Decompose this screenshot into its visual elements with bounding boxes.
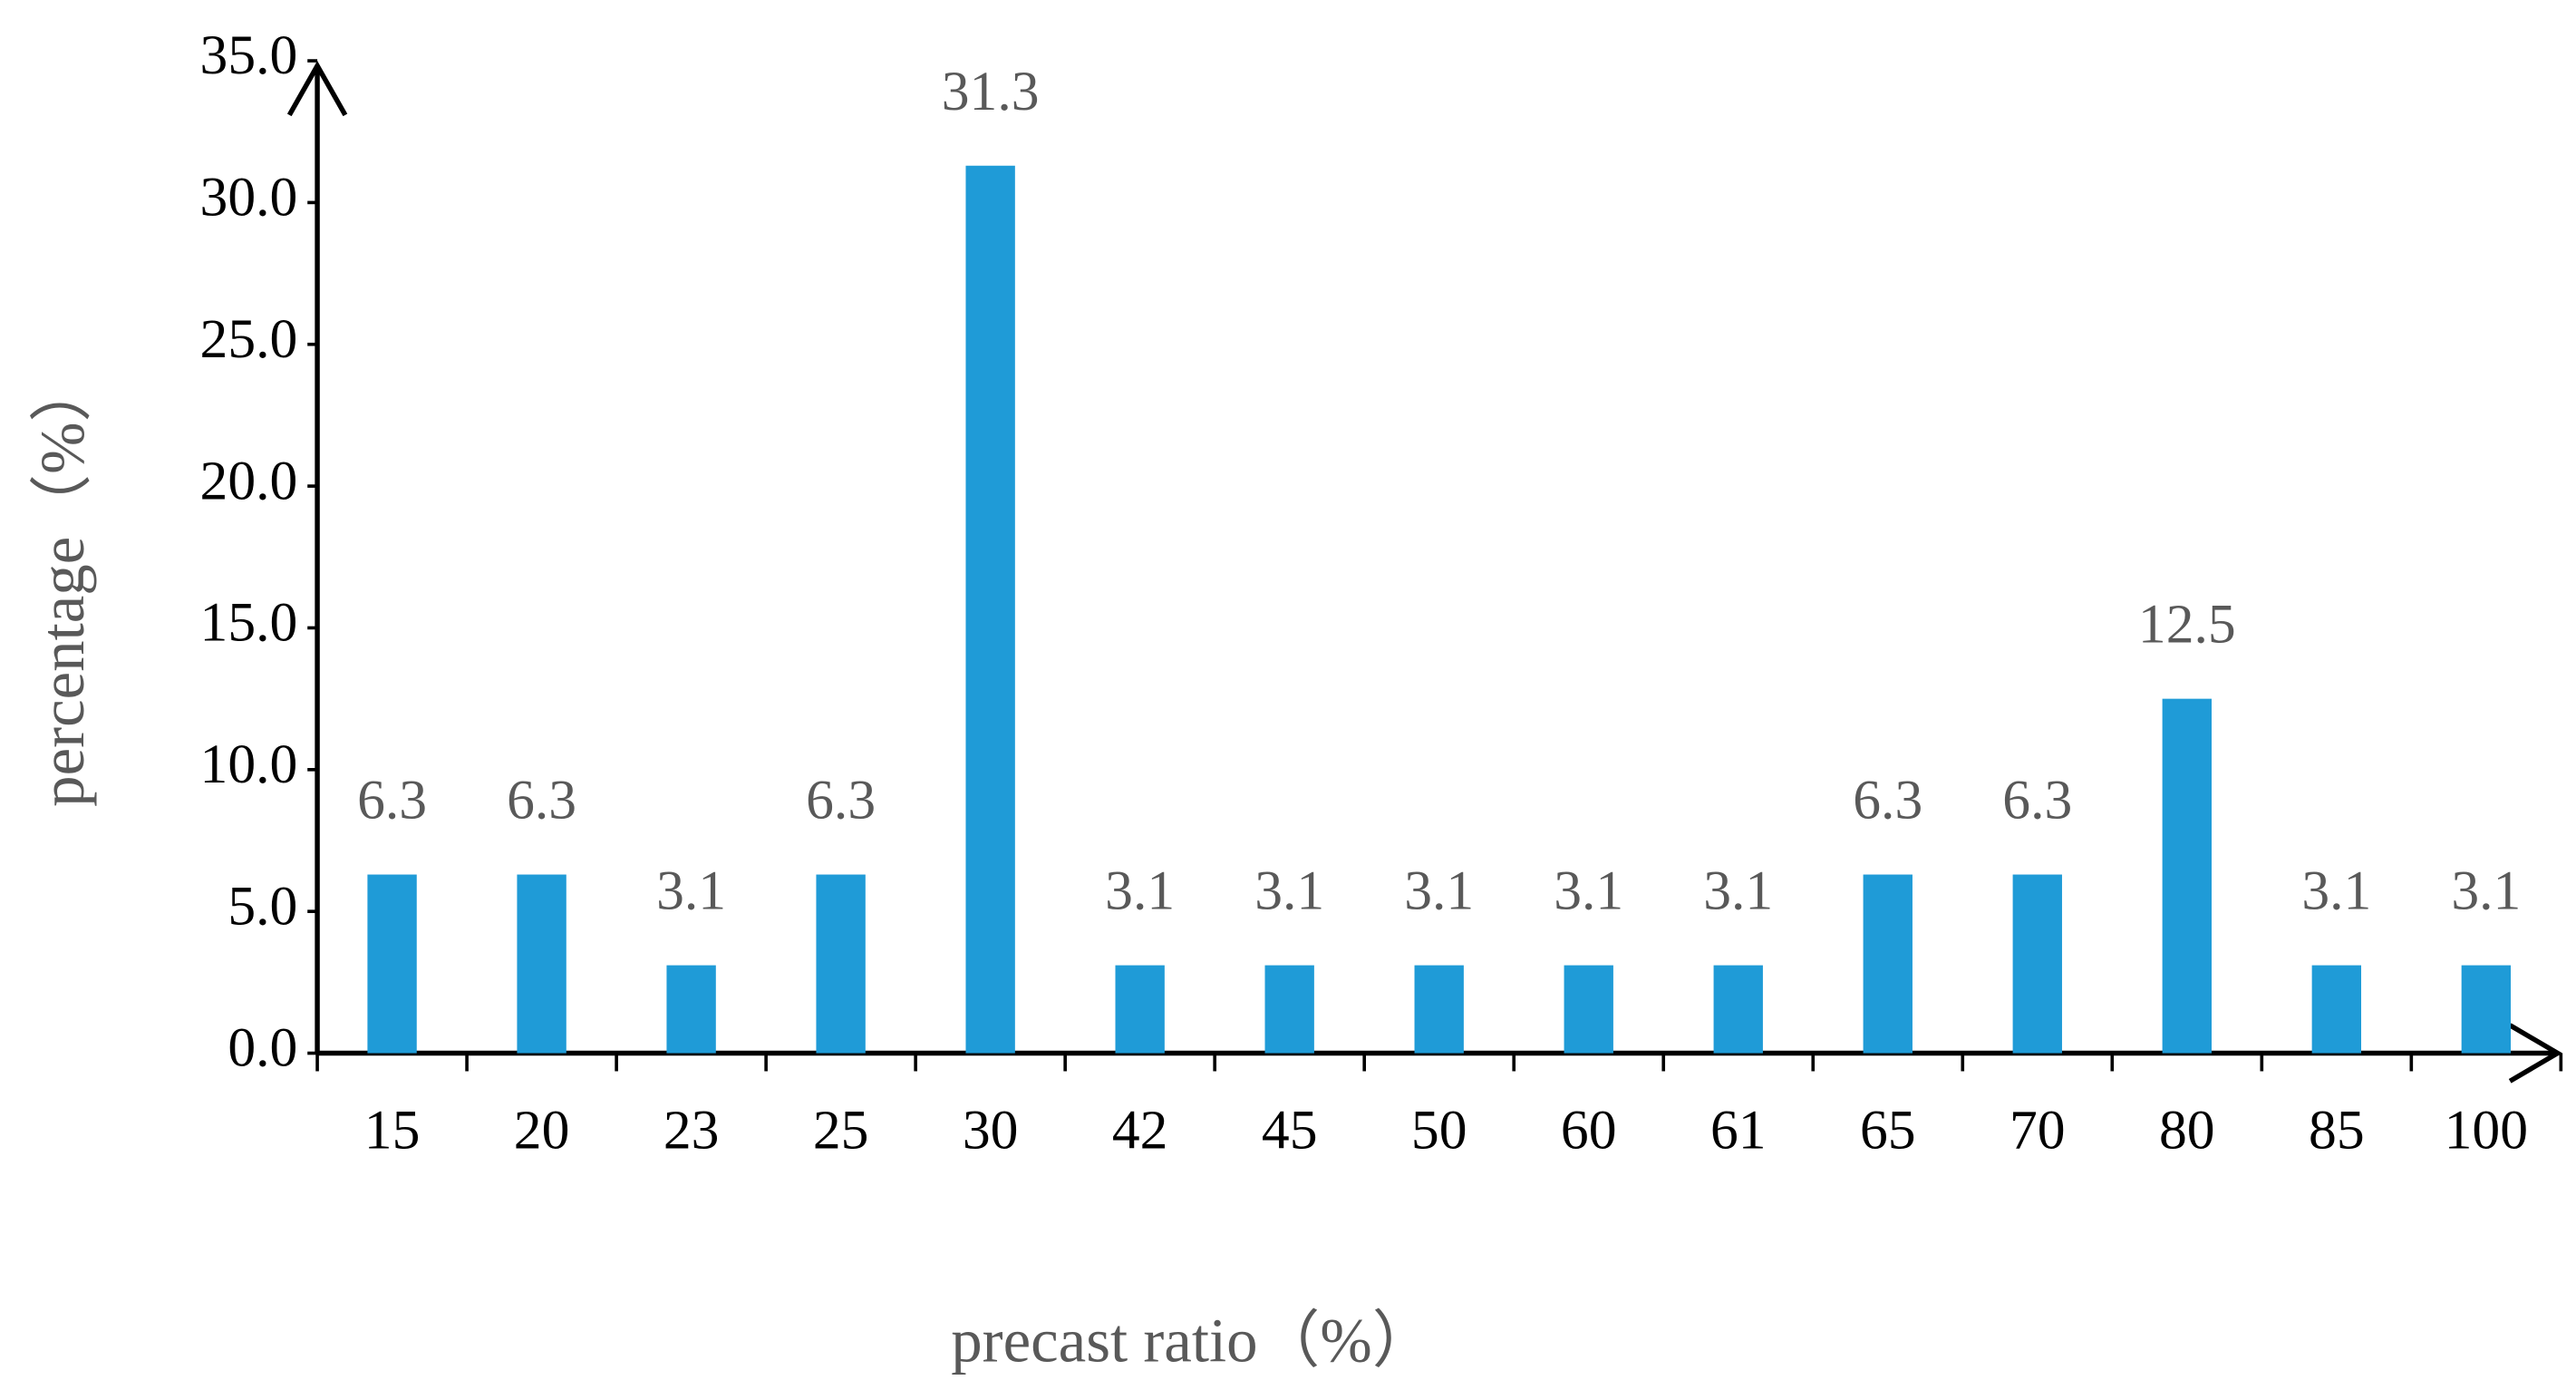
data-label: 3.1 <box>1554 860 1623 922</box>
x-tick-label: 15 <box>364 1099 421 1161</box>
x-axis-arrow <box>2508 1023 2563 1084</box>
y-axis-arrow <box>286 60 348 117</box>
y-tick-label: 25.0 <box>200 308 298 370</box>
data-label: 6.3 <box>2002 770 2072 831</box>
bar <box>965 165 1015 1054</box>
x-tick-label: 20 <box>514 1099 570 1161</box>
x-tick-label: 70 <box>2009 1099 2066 1161</box>
x-tick-label: 30 <box>963 1099 1019 1161</box>
x-tick-label: 45 <box>1262 1099 1318 1161</box>
x-tick-label: 42 <box>1112 1099 1168 1161</box>
x-tick-label: 61 <box>1710 1099 1767 1161</box>
bar <box>816 874 866 1054</box>
data-label: 3.1 <box>1703 860 1773 922</box>
y-tick-label: 5.0 <box>228 875 297 937</box>
bar <box>1264 965 1314 1054</box>
x-tick-label: 60 <box>1561 1099 1617 1161</box>
bar <box>2162 698 2212 1054</box>
y-tick-label: 20.0 <box>200 450 298 511</box>
data-label: 12.5 <box>2138 594 2236 656</box>
x-tick-label: 25 <box>813 1099 869 1161</box>
y-tick-label: 0.0 <box>228 1017 297 1079</box>
data-label: 3.1 <box>1105 860 1175 922</box>
x-tick-label: 85 <box>2309 1099 2365 1161</box>
y-tick-label: 10.0 <box>200 734 298 795</box>
bar <box>1414 965 1464 1054</box>
x-tick-label: 65 <box>1860 1099 1916 1161</box>
x-tick-label: 80 <box>2159 1099 2215 1161</box>
data-label: 6.3 <box>806 770 876 831</box>
x-tick-label: 50 <box>1411 1099 1467 1161</box>
bar <box>1115 965 1165 1054</box>
data-label: 3.1 <box>2451 860 2521 922</box>
bar <box>367 874 417 1054</box>
bar <box>666 965 716 1054</box>
data-label: 3.1 <box>656 860 726 922</box>
data-label: 3.1 <box>2301 860 2371 922</box>
data-label: 6.3 <box>1853 770 1922 831</box>
x-tick-label: 23 <box>663 1099 720 1161</box>
data-label: 6.3 <box>357 770 427 831</box>
bar <box>517 874 567 1054</box>
bar <box>1863 874 1913 1054</box>
data-label: 3.1 <box>1404 860 1474 922</box>
bar <box>2311 965 2361 1054</box>
data-label: 6.3 <box>507 770 576 831</box>
x-tick-label: 100 <box>2445 1099 2528 1161</box>
x-axis-label: precast ratio（%） <box>951 1307 1434 1375</box>
data-label: 3.1 <box>1254 860 1324 922</box>
bar <box>2012 874 2062 1054</box>
y-tick-label: 35.0 <box>200 24 298 86</box>
y-axis-label: percentage（%） <box>28 360 97 807</box>
data-label: 31.3 <box>942 61 1040 122</box>
bar <box>1564 965 1613 1054</box>
y-tick-label: 30.0 <box>200 167 298 228</box>
bar <box>2461 965 2512 1054</box>
y-tick-label: 15.0 <box>200 592 298 654</box>
bar <box>1713 965 1763 1054</box>
